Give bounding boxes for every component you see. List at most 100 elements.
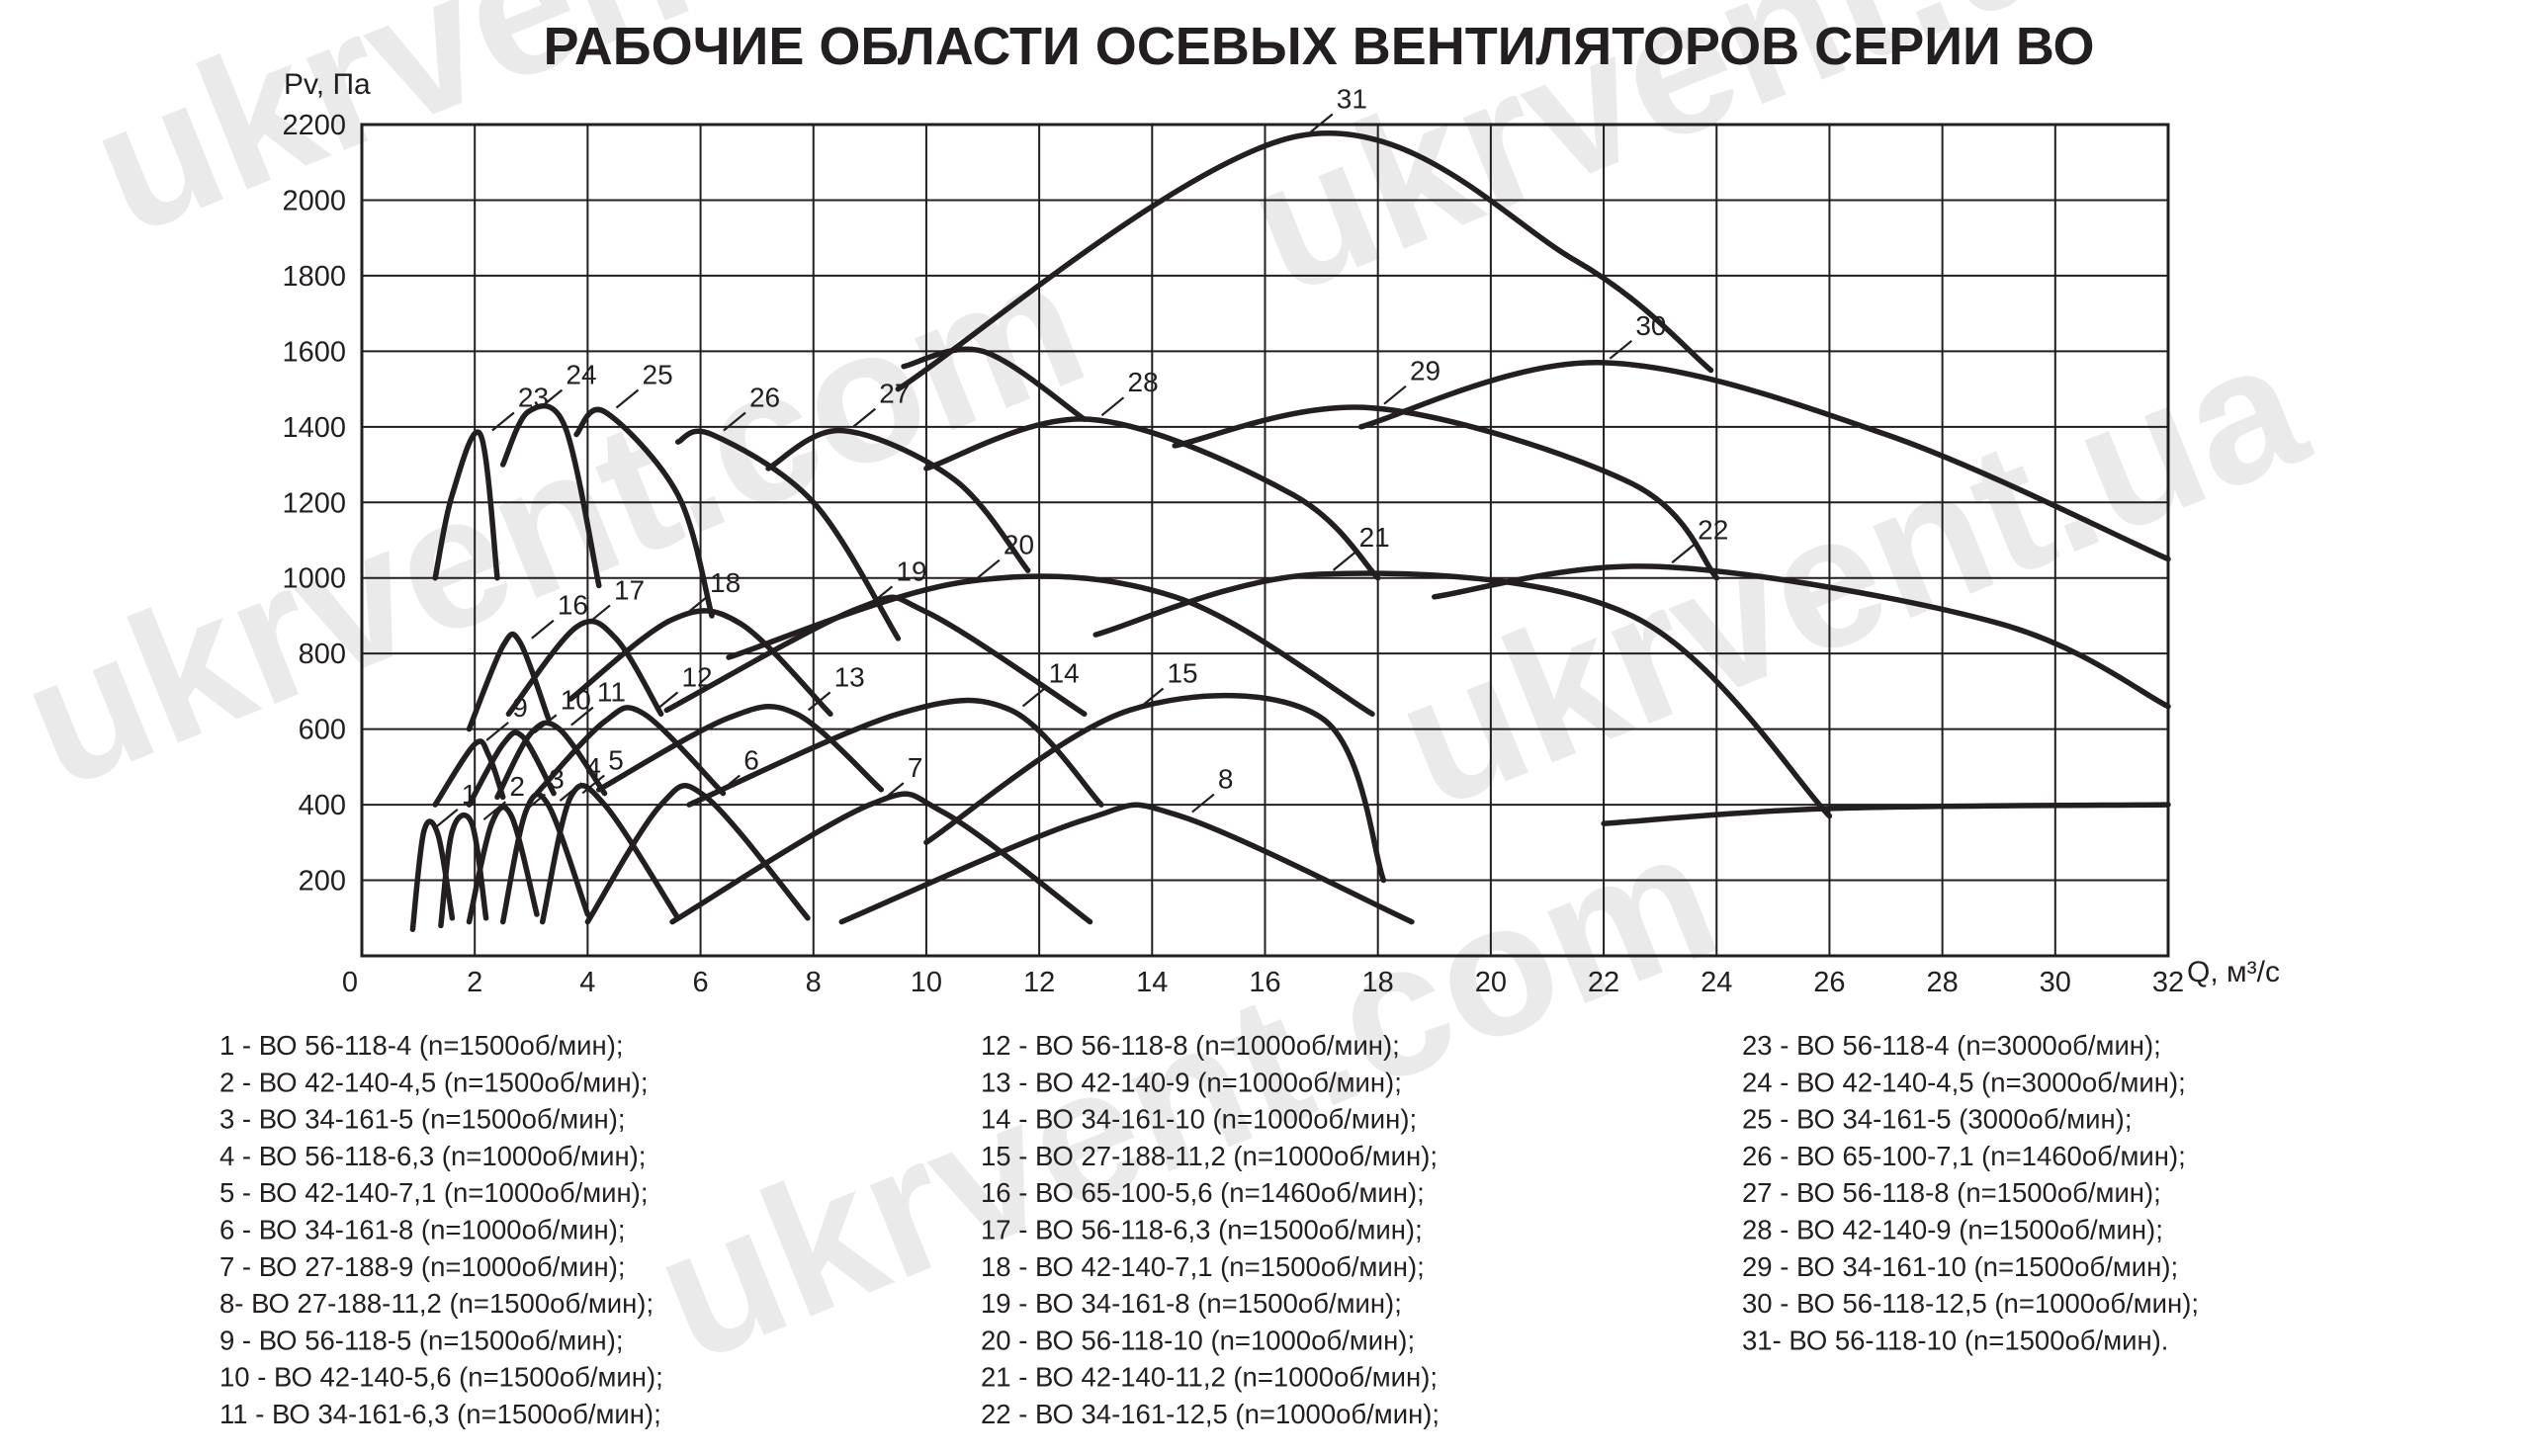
legend-item: 25 - ВО 34-161-5 (3000об/мин); [1742,1104,2132,1135]
curve-label: 4 [585,752,601,783]
legend-item: 6 - ВО 34-161-8 (n=1000об/мин); [219,1215,626,1245]
x-tick-label: 24 [1701,967,1732,998]
y-tick-label: 2000 [282,185,346,216]
curve-label: 30 [1635,310,1666,341]
curve-label: 27 [879,379,910,409]
legend-item: 2 - ВО 42-140-4,5 (n=1500об/мин); [219,1067,648,1097]
y-tick-label: 1200 [282,487,346,519]
legend-item: 9 - ВО 56-118-5 (n=1500об/мин); [219,1325,624,1355]
legend-item: 30 - ВО 56-118-12,5 (n=1000об/мин); [1742,1288,2199,1319]
x-tick-label: 18 [1362,967,1394,998]
curve-label: 22 [1698,514,1728,545]
curve-label: 7 [908,752,923,783]
curve-label: 16 [558,590,588,621]
x-tick-label: 8 [806,967,822,998]
legend-item: 14 - ВО 34-161-10 (n=1000об/мин); [981,1104,1417,1135]
y-tick-label: 1800 [282,261,346,293]
y-tick-label: 400 [299,790,346,821]
legend-item: 31- ВО 56-118-10 (n=1500об/мин). [1742,1325,2168,1355]
curve-label: 14 [1049,658,1080,689]
x-tick-label: 20 [1475,967,1507,998]
legend-item: 22 - ВО 34-161-12,5 (n=1000об/мин); [981,1399,1440,1429]
y-tick-label: 2200 [282,110,346,141]
x-tick-label: 10 [911,967,942,998]
legend-item: 16 - ВО 65-100-5,6 (n=1460об/мин); [981,1177,1425,1208]
curve-label: 23 [518,382,549,412]
curve-label-leader [1334,553,1355,570]
curve-label-leader [1384,386,1406,404]
x-tick-label: 14 [1136,967,1168,998]
curve-label: 12 [681,661,712,692]
x-tick-label: 6 [692,967,708,998]
x-tick-label: 2 [467,967,482,998]
legend: 1 - ВО 56-118-4 (n=1500об/мин); 2 - ВО 42… [219,1030,2199,1429]
curve-label: 13 [834,661,865,692]
curve-label: 2 [509,771,525,802]
curve-label: 26 [749,382,780,412]
legend-item: 3 - ВО 34-161-5 (n=1500об/мин); [219,1104,626,1135]
curve-label: 5 [608,744,624,775]
x-tick-label: 12 [1023,967,1055,998]
x-tick-labels: 0 2 4 6 8 10 12 14 16 18 20 22 24 26 28 30 32 [342,967,2184,998]
legend-item: 24 - ВО 42-140-4,5 (n=3000об/мин); [1742,1067,2186,1097]
y-tick-label: 200 [299,866,346,898]
watermark-text: ukrvent.com [0,215,1110,828]
curve-label: 10 [561,684,591,715]
curve-label: 9 [512,692,528,723]
curve-30-lower [1604,805,2168,823]
curve-label: 6 [743,744,759,775]
curve-label: 8 [1218,764,1234,795]
curve-label: 29 [1410,356,1440,386]
y-tick-label: 800 [299,639,346,670]
x-tick-label: 26 [1813,967,1845,998]
x-tick-label: 4 [579,967,595,998]
legend-item: 27 - ВО 56-118-8 (n=1500об/мин); [1742,1177,2161,1208]
y-tick-label: 1000 [282,563,346,595]
curve-label: 17 [614,574,645,605]
curve-label: 11 [597,677,626,708]
legend-item: 26 - ВО 65-100-7,1 (n=1460об/мин); [1742,1141,2186,1171]
y-tick-label: 1600 [282,336,346,368]
x-tick-label: 16 [1249,967,1280,998]
curve-label-leader [978,560,1000,578]
x-axis-label: Q, м³/с [2187,956,2280,988]
curve-label: 1 [462,779,478,810]
x-tick-label: 28 [1926,967,1958,998]
curve-label: 28 [1128,367,1159,397]
x-tick-label: 0 [342,967,358,998]
curve-label: 20 [1004,530,1034,560]
curve-label-leader [1192,795,1214,813]
legend-item: 4 - ВО 56-118-6,3 (n=1000об/мин); [219,1141,646,1171]
legend-item: 11 - ВО 34-161-6,3 (n=1500об/мин); [219,1399,661,1429]
legend-item: 8- ВО 27-188-11,2 (n=1500об/мин); [219,1288,654,1319]
x-tick-label: 22 [1588,967,1619,998]
y-tick-label: 600 [299,715,346,746]
curve-label: 18 [710,567,741,598]
legend-item: 5 - ВО 42-140-7,1 (n=1000об/мин); [219,1177,648,1208]
curve-label: 21 [1359,522,1390,553]
x-tick-label: 30 [2040,967,2071,998]
legend-item: 19 - ВО 34-161-8 (n=1500об/мин); [981,1288,1402,1319]
legend-item: 29 - ВО 34-161-10 (n=1500об/мин); [1742,1251,2178,1282]
curve-12 [537,708,723,794]
curve-label: 25 [643,360,673,390]
legend-item: 12 - ВО 56-118-8 (n=1000об/мин); [981,1030,1400,1061]
curve-13 [599,707,882,790]
curve-label: 15 [1167,658,1197,689]
curve-label-leader [1610,341,1631,359]
legend-item: 7 - ВО 27-188-9 (n=1000об/мин); [219,1251,626,1282]
y-tick-label: 1400 [282,412,346,444]
curve-3 [470,808,538,922]
legend-item: 10 - ВО 42-140-5,6 (n=1500об/мин); [219,1362,663,1393]
curve-label: 19 [896,556,926,586]
legend-item: 17 - ВО 56-118-6,3 (n=1500об/мин); [981,1215,1423,1245]
legend-item: 21 - ВО 42-140-11,2 (n=1000об/мин); [981,1362,1438,1393]
legend-item: 15 - ВО 27-188-11,2 (n=1000об/мин); [981,1141,1438,1171]
y-tick-labels: 200 400 600 800 1000 1200 1400 1600 1800 2000 2200 [282,110,346,898]
curve-label-leader [1023,689,1045,707]
legend-item: 13 - ВО 42-140-9 (n=1000об/мин); [981,1067,1402,1097]
legend-item: 23 - ВО 56-118-4 (n=3000об/мин); [1742,1030,2161,1061]
legend-item: 20 - ВО 56-118-10 (n=1000об/мин); [981,1325,1415,1355]
